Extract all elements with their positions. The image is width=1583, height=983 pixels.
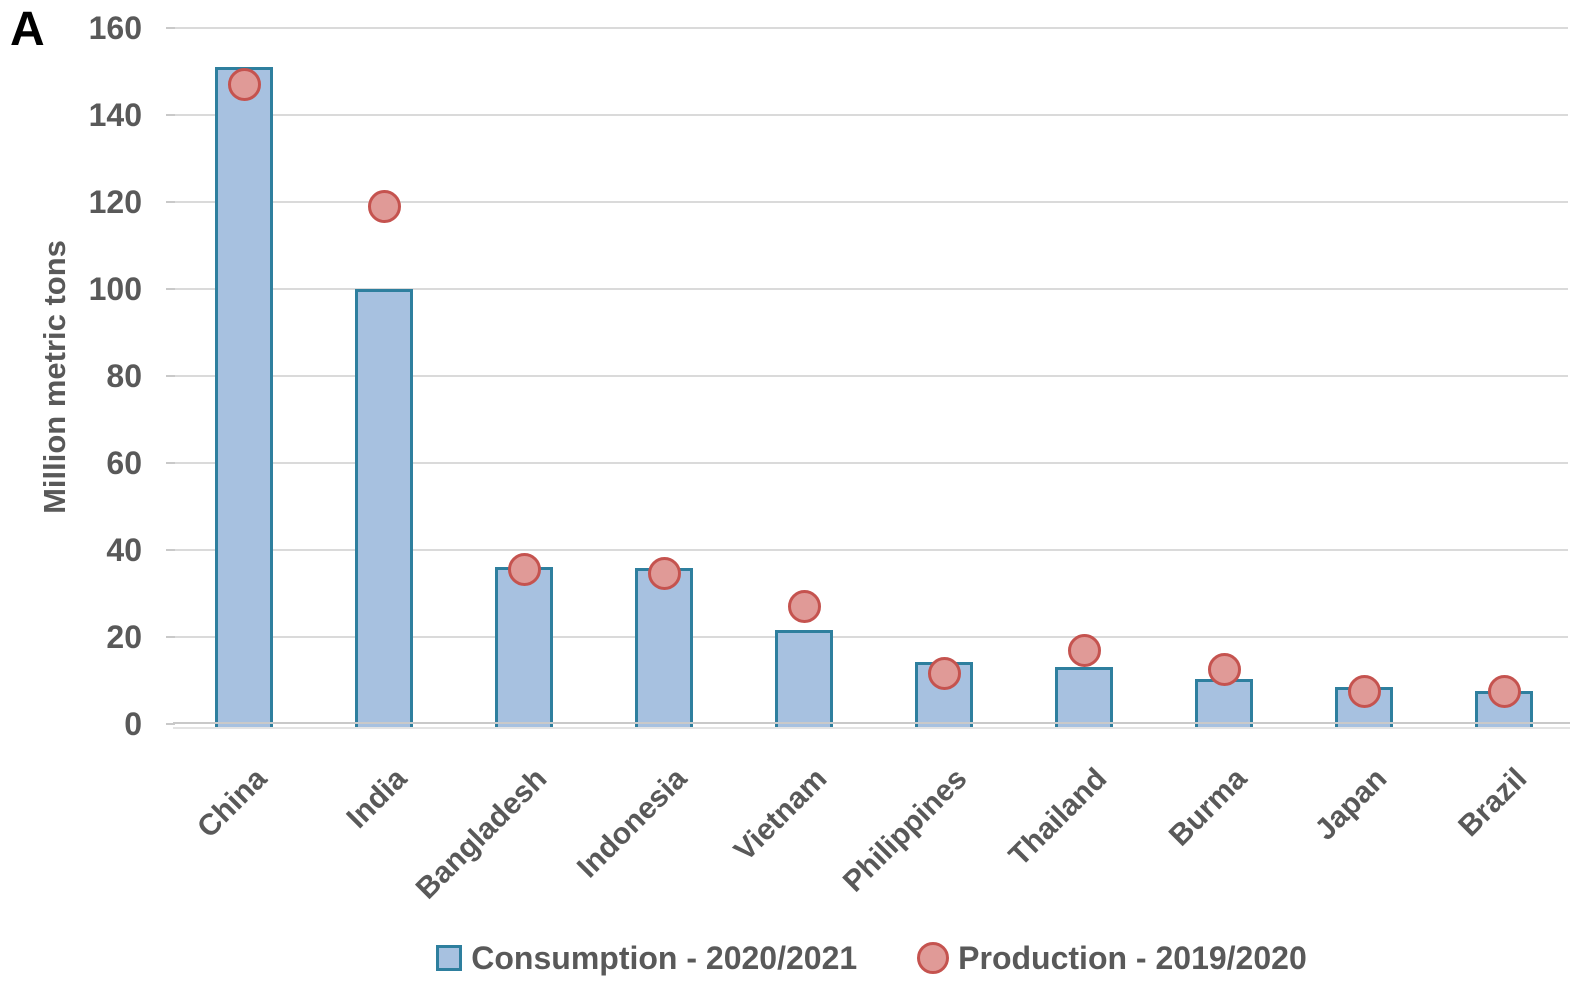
gridline-y-40 [175, 549, 1568, 551]
gridline-y-80 [175, 375, 1568, 377]
legend-circle-marker-icon [917, 942, 950, 974]
x-axis-label-brazil: Brazil [1452, 762, 1534, 844]
gridline-y-160 [175, 27, 1568, 29]
dot-production-japan [1347, 674, 1381, 708]
y-tick-label-0: 0 [124, 706, 142, 742]
dot-production-vietnam [787, 590, 821, 624]
dot-production-bangladesh [507, 553, 541, 587]
y-tick-mark-100 [166, 288, 175, 290]
y-tick-label-140: 140 [88, 97, 142, 133]
y-tick-label-20: 20 [106, 619, 142, 655]
y-tick-label-100: 100 [88, 271, 142, 307]
x-axis-label-india: India [340, 762, 414, 835]
dot-production-china [227, 68, 261, 102]
x-axis-label-bangladesh: Bangladesh [409, 762, 554, 906]
legend-item-production: Production - 2019/2020 [917, 940, 1307, 977]
x-axis-label-japan: Japan [1308, 762, 1394, 847]
bar-consumption-india [355, 289, 413, 727]
bar-consumption-china [215, 67, 273, 727]
dot-production-philippines [927, 657, 961, 691]
x-axis-label-philippines: Philippines [836, 762, 974, 899]
dot-production-india [367, 189, 401, 223]
legend-label: Production - 2019/2020 [958, 939, 1307, 976]
panel-label: A [10, 3, 45, 56]
gridline-y-120 [175, 201, 1568, 203]
gridline-y-20 [175, 636, 1568, 638]
y-tick-mark-160 [166, 27, 175, 29]
y-tick-mark-120 [166, 201, 175, 203]
gridline-y-140 [175, 114, 1568, 116]
y-tick-mark-20 [166, 636, 175, 638]
y-tick-mark-40 [166, 549, 175, 551]
y-tick-label-80: 80 [106, 358, 142, 394]
y-tick-mark-140 [166, 114, 175, 116]
bar-consumption-vietnam [775, 630, 833, 727]
y-tick-mark-0 [166, 723, 175, 725]
legend-label: Consumption - 2020/2021 [471, 939, 858, 976]
y-tick-label-120: 120 [88, 184, 142, 220]
gridline-y-100 [175, 288, 1568, 290]
y-tick-label-60: 60 [106, 445, 142, 481]
x-axis-label-thailand: Thailand [1002, 762, 1114, 873]
x-axis-label-indonesia: Indonesia [570, 762, 694, 885]
bar-consumption-thailand [1055, 667, 1113, 727]
dot-production-burma [1207, 653, 1241, 687]
x-axis-line-shadow [173, 727, 1570, 729]
x-axis-label-vietnam: Vietnam [727, 762, 834, 868]
dot-production-thailand [1067, 633, 1101, 667]
gridline-y-60 [175, 462, 1568, 464]
legend-item-consumption: Consumption - 2020/2021 [436, 940, 857, 977]
legend: Consumption - 2020/2021 Production - 2019… [175, 933, 1568, 983]
bar-consumption-indonesia [635, 568, 693, 727]
dot-production-indonesia [647, 557, 681, 591]
y-tick-mark-80 [166, 375, 175, 377]
x-axis-line [173, 722, 1570, 724]
x-axis-label-china: China [191, 762, 274, 845]
bar-consumption-bangladesh [495, 567, 553, 727]
y-tick-label-40: 40 [106, 532, 142, 568]
y-tick-label-160: 160 [88, 10, 142, 46]
legend-square-marker-icon [436, 945, 463, 971]
dot-production-brazil [1487, 675, 1521, 709]
x-axis-label-burma: Burma [1162, 762, 1254, 853]
y-tick-mark-60 [166, 462, 175, 464]
